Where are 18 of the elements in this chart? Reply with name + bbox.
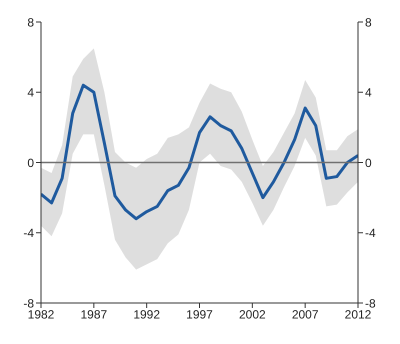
x-tick-label: 1987 (80, 308, 108, 322)
y2-tick-label: -4 (365, 226, 376, 240)
y-tick-label: -4 (23, 226, 34, 240)
x-tick-label: 1982 (28, 308, 55, 322)
y-tick-label: -8 (23, 296, 34, 310)
x-tick-label: 2002 (238, 308, 266, 322)
x-tick-label: 2012 (344, 308, 372, 322)
y-tick-label: 4 (27, 86, 34, 100)
y2-tick-label: 8 (365, 15, 372, 30)
y2-tick-label: -8 (365, 296, 376, 310)
x-tick-label: 2007 (292, 308, 319, 322)
y-tick-label: 0 (27, 156, 34, 170)
y-tick-label: 8 (27, 15, 34, 30)
x-tick-label: 1997 (186, 308, 214, 322)
x-tick-label: 1992 (133, 308, 160, 322)
y2-tick-label: 0 (365, 156, 372, 170)
line-series (41, 84, 358, 220)
y2-tick-label: 4 (365, 86, 372, 100)
